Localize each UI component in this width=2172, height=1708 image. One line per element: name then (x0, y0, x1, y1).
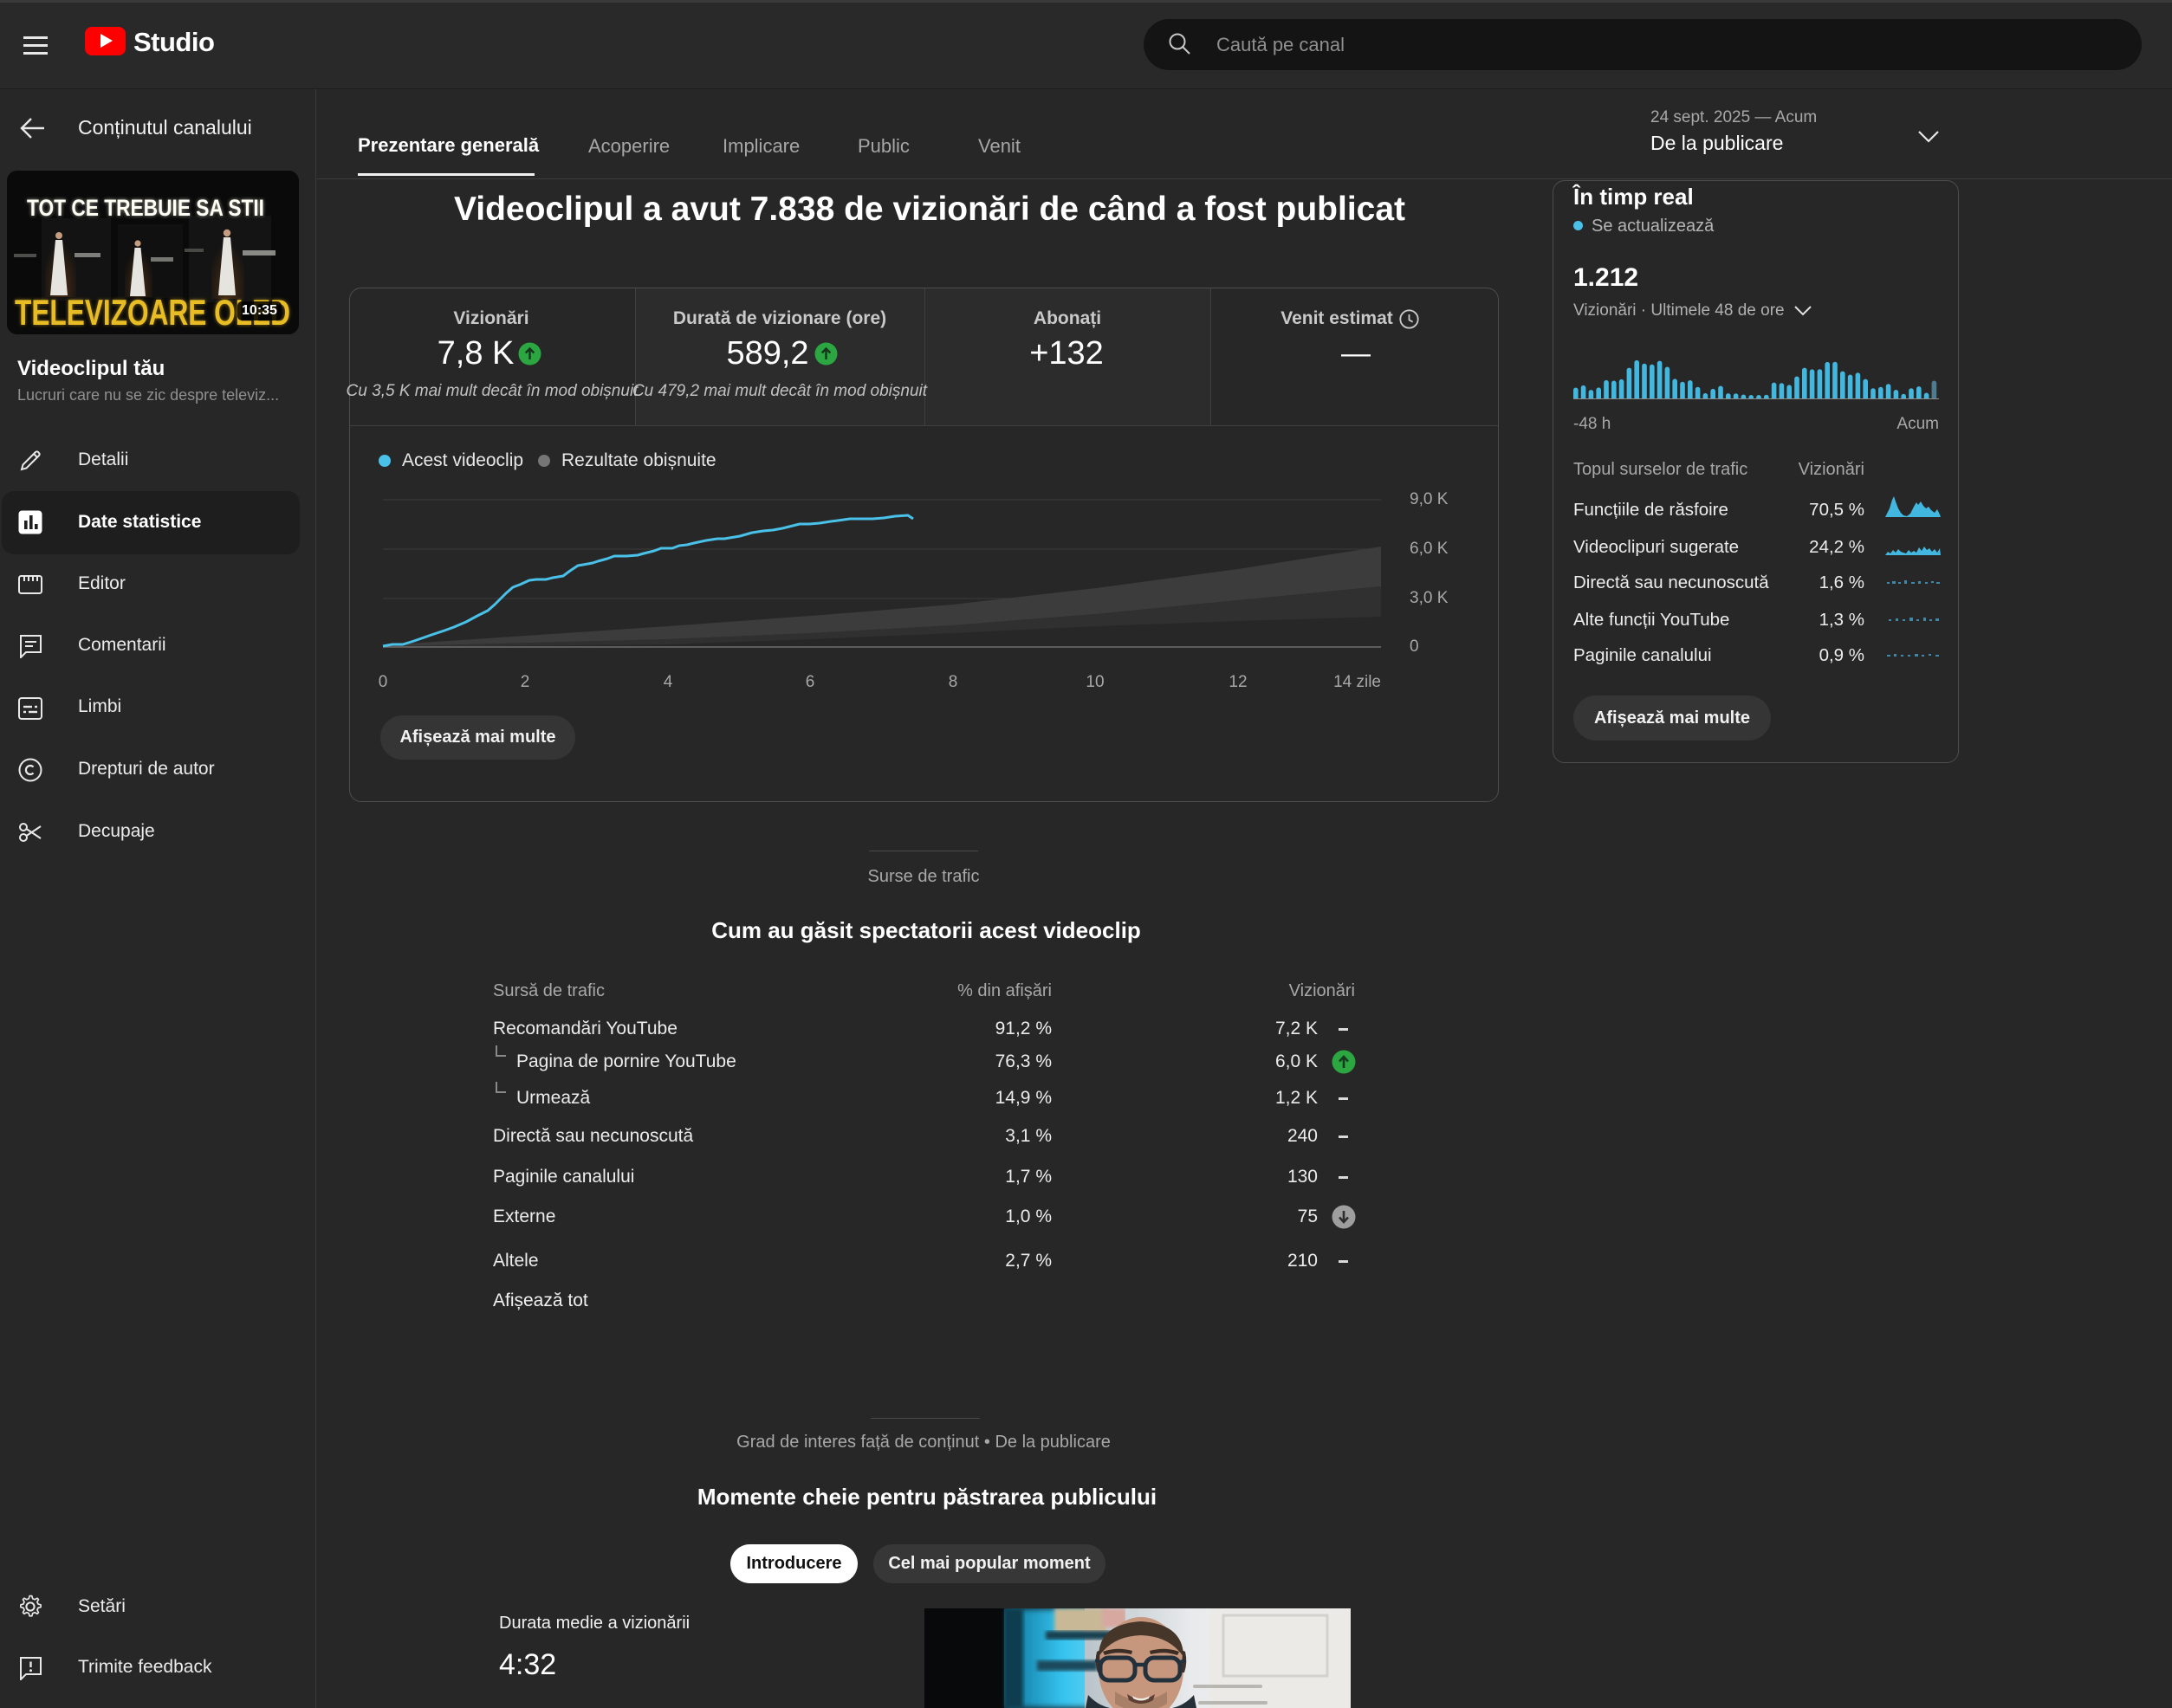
svg-text:TOT CE TREBUIE SA STII: TOT CE TREBUIE SA STII (27, 195, 264, 221)
svg-text:TOT CE TREBUIE SA STII: TOT CE TREBUIE SA STII (27, 195, 264, 221)
